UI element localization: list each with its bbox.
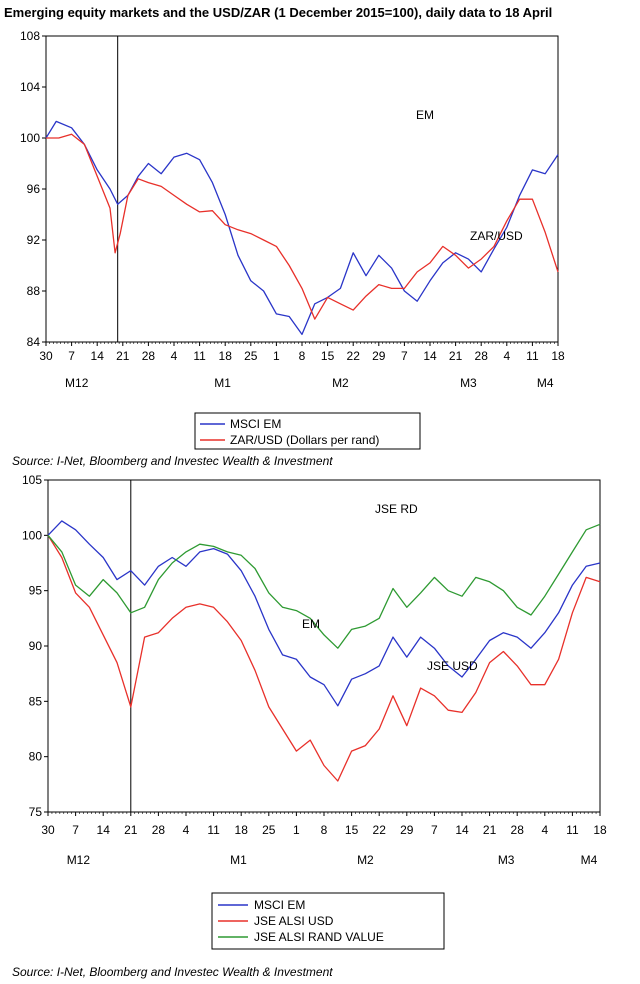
x-tick-label: 21 [483,823,497,837]
x-tick-label: 25 [262,823,276,837]
month-label: M3 [460,376,477,390]
x-tick-label: 8 [321,823,328,837]
chart-2-annotation-jse-usd: JSE USD [427,659,478,673]
series-line-msci-em [47,520,601,707]
x-tick-label: 29 [372,349,386,363]
x-tick-label: 11 [193,349,206,363]
x-tick-label: 28 [152,823,166,837]
month-label: M1 [214,376,231,390]
x-tick-label: 14 [97,823,111,837]
x-tick-label: 30 [39,349,53,363]
chart-2-legend: MSCI EM JSE ALSI USD JSE ALSI RAND VALUE [211,892,445,950]
series-line-msci-em [45,120,559,336]
x-tick-label: 7 [72,823,79,837]
x-tick-label: 4 [503,349,510,363]
x-tick-label: 1 [293,823,300,837]
chart-1-annotation-em: EM [416,108,434,122]
x-tick-label: 1 [273,349,280,363]
month-label: M2 [357,853,374,867]
y-tick-label: 80 [29,750,43,764]
y-tick-label: 85 [29,694,43,708]
chart-2-annotation-jse-rd: JSE RD [375,502,418,516]
x-tick-label: 29 [400,823,414,837]
x-tick-label: 4 [171,349,178,363]
chart-1-annotation-zarusd: ZAR/USD [470,229,523,243]
x-tick-label: 14 [455,823,469,837]
x-tick-label: 22 [373,823,387,837]
series-line-jse-alsi-rand-value [47,523,601,649]
y-tick-label: 104 [20,80,40,94]
month-label: M4 [581,853,598,867]
x-tick-label: 18 [219,349,233,363]
month-label: M4 [537,376,554,390]
y-tick-label: 100 [22,528,42,542]
month-label: M3 [498,853,515,867]
chart-1-legend: MSCI EM ZAR/USD (Dollars per rand) [194,412,421,450]
x-tick-label: 18 [551,349,565,363]
x-tick-label: 30 [41,823,55,837]
chart-1-plot-area [45,35,559,343]
series-line-jse-alsi-usd [47,534,601,782]
x-tick-label: 18 [235,823,249,837]
month-label: M12 [65,376,89,390]
y-tick-label: 105 [22,473,42,487]
y-tick-label: 100 [20,131,40,145]
chart-2-annotation-em: EM [302,617,320,631]
y-tick-label: 88 [27,284,41,298]
y-tick-label: 90 [29,639,43,653]
series-line-zar-usd-dollars-per-rand [46,133,559,320]
x-tick-label: 28 [142,349,156,363]
x-tick-label: 28 [511,823,525,837]
chart-2-legend-box [211,892,445,950]
x-tick-label: 15 [321,349,335,363]
month-label: M2 [332,376,349,390]
x-tick-label: 25 [244,349,258,363]
x-tick-label: 28 [475,349,489,363]
legend-label-zarusd: ZAR/USD (Dollars per rand) [230,433,379,447]
x-tick-label: 7 [401,349,408,363]
x-tick-label: 18 [593,823,607,837]
month-label: M12 [67,853,91,867]
x-tick-label: 21 [116,349,130,363]
y-tick-label: 84 [27,335,41,349]
x-tick-label: 14 [423,349,437,363]
x-tick-label: 11 [207,823,220,837]
x-tick-label: 8 [299,349,306,363]
legend-label-msci-em: MSCI EM [230,417,281,431]
source-note-2: Source: I-Net, Bloomberg and Investec We… [12,965,333,979]
x-tick-label: 11 [526,349,539,363]
y-tick-label: 92 [27,233,41,247]
chart-1-legend-box [194,412,421,450]
legend-label-msci-em-2: MSCI EM [254,898,305,912]
x-tick-label: 21 [449,349,463,363]
y-tick-label: 75 [29,805,43,819]
x-tick-label: 7 [68,349,75,363]
x-tick-label: 4 [183,823,190,837]
legend-label-jse-alsi-usd: JSE ALSI USD [254,914,334,928]
y-tick-label: 95 [29,584,43,598]
y-tick-label: 108 [20,29,40,43]
x-tick-label: 11 [566,823,579,837]
x-tick-label: 4 [541,823,548,837]
month-label: M1 [230,853,247,867]
figure-title: Emerging equity markets and the USD/ZAR … [4,5,552,20]
x-tick-label: 21 [124,823,138,837]
x-tick-label: 7 [431,823,438,837]
x-tick-label: 22 [347,349,361,363]
x-tick-label: 14 [91,349,105,363]
x-tick-label: 15 [345,823,359,837]
source-note-1: Source: I-Net, Bloomberg and Investec We… [12,454,333,468]
legend-label-jse-alsi-rand: JSE ALSI RAND VALUE [254,930,384,944]
y-tick-label: 96 [27,182,41,196]
